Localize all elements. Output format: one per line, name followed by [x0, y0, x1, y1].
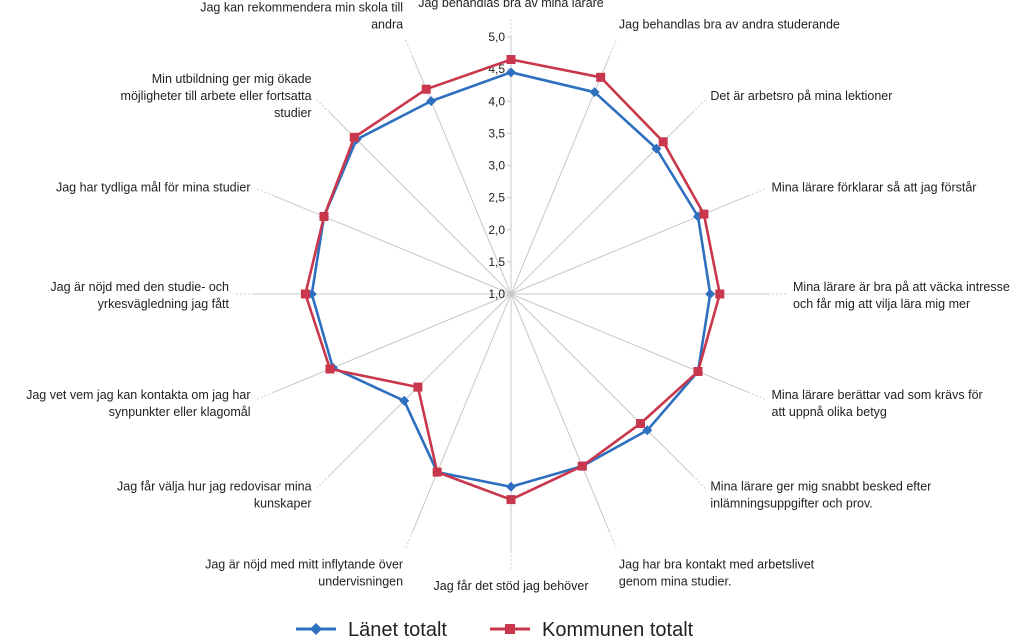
data-point: [399, 395, 410, 406]
scale-ticks: 1,01,52,02,53,03,54,04,55,0: [488, 30, 511, 301]
category-label: Mina lärare förklarar så att jag förstår: [772, 181, 977, 195]
spoke-14: [328, 111, 512, 295]
spokes: [254, 37, 768, 551]
tick-label: 1,5: [488, 255, 505, 269]
tick-label: 3,5: [488, 126, 505, 140]
category-label: Jag har bra kontakt med arbetslivet genom…: [619, 558, 815, 589]
series-line: [304, 58, 722, 501]
data-point: [506, 67, 516, 78]
spoke-5: [510, 293, 749, 393]
category-label: Jag får välja hur jag redovisar mina kuns…: [117, 479, 312, 510]
data-point: [705, 289, 716, 299]
data-point: [319, 212, 329, 221]
legend-item: Länet totalt: [296, 619, 447, 641]
category-label: Jag är nöjd med mitt inflytande över unde…: [205, 558, 403, 589]
tick-label: 1,0: [488, 287, 505, 301]
series-1: [300, 55, 725, 505]
data-point: [300, 289, 310, 299]
leader-line: [608, 531, 618, 550]
category-label: Jag har tydliga mål för mina studier: [56, 181, 251, 195]
data-point: [596, 72, 606, 82]
category-label: Jag får det stöd jag behöver: [434, 579, 589, 593]
legend-label: Länet totalt: [348, 619, 447, 641]
spoke-1: [510, 56, 610, 295]
spoke-11: [273, 293, 512, 393]
data-point: [325, 364, 335, 374]
leader-line: [748, 187, 767, 197]
spoke-6: [510, 293, 694, 477]
spoke-13: [273, 195, 512, 295]
legend-marker: [505, 624, 515, 634]
series-layer: [300, 55, 725, 505]
data-point: [693, 367, 703, 376]
leader-line: [315, 98, 330, 113]
legend-item: Kommunen totalt: [490, 619, 694, 641]
leader-line: [404, 531, 414, 550]
data-point: [426, 96, 437, 107]
data-point: [699, 209, 709, 219]
category-label: Jag kan rekommendera min skola till andra: [200, 1, 403, 32]
legend-marker: [310, 623, 322, 635]
leader-line: [692, 98, 707, 113]
data-point: [506, 55, 516, 64]
category-label: Jag vet vem jag kan kontakta om jag har s…: [26, 388, 250, 419]
legend-label: Kommunen totalt: [542, 619, 694, 641]
leader-line: [404, 38, 414, 57]
data-point: [506, 481, 516, 492]
category-label: Jag är nöjd med den studie- och yrkesvägl…: [50, 280, 229, 311]
category-label: Jag behandlas bra av andra studerande: [619, 18, 840, 32]
data-point: [432, 467, 442, 477]
leader-line: [255, 391, 274, 401]
spoke-7: [510, 293, 610, 532]
data-point: [577, 461, 587, 471]
data-point: [421, 84, 431, 94]
legend: Länet totalt Kommunen totalt: [296, 619, 694, 641]
category-label: Mina lärare är bra på att väcka intresse…: [793, 280, 1010, 311]
label-leader-lines: [235, 18, 787, 570]
data-point: [636, 419, 645, 428]
tick-label: 3,0: [488, 159, 505, 173]
spoke-15: [412, 56, 512, 295]
spoke-9: [412, 293, 512, 532]
leader-line: [255, 187, 274, 197]
tick-label: 4,0: [488, 94, 505, 108]
leader-line: [608, 38, 618, 57]
data-point: [658, 137, 668, 147]
leader-line: [692, 475, 707, 490]
data-point: [589, 87, 600, 98]
tick-label: 2,0: [488, 223, 505, 237]
category-labels: Jag behandlas bra av mina lärare Jag beha…: [26, 0, 1010, 593]
spoke-3: [510, 195, 749, 295]
data-point: [506, 495, 516, 505]
leader-line: [748, 391, 767, 401]
category-label: Min utbildning ger mig ökade möjligheter …: [121, 72, 312, 120]
data-point: [349, 132, 359, 142]
data-point: [715, 289, 725, 299]
data-point: [413, 382, 423, 392]
category-label: Det är arbetsro på mina lektioner: [710, 89, 892, 103]
category-label: Jag behandlas bra av mina lärare: [418, 0, 604, 10]
tick-label: 5,0: [488, 30, 505, 44]
leader-line: [315, 475, 330, 490]
category-label: Mina lärare berättar vad som krävs för at…: [772, 388, 983, 419]
tick-label: 2,5: [488, 191, 505, 205]
category-label: Mina lärare ger mig snabbt besked efter i…: [710, 479, 931, 510]
